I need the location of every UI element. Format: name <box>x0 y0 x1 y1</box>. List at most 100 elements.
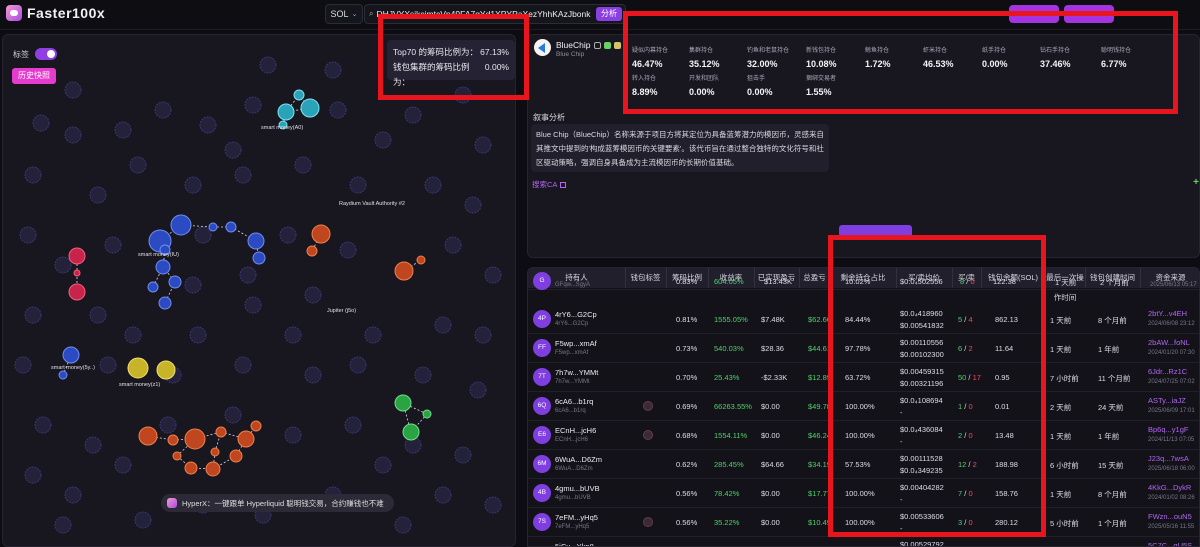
graph-node-unclustered[interactable] <box>194 226 212 244</box>
holder-address[interactable]: 5jCu...Ykn8 <box>555 542 594 547</box>
graph-node[interactable] <box>172 451 182 461</box>
graph-node-unclustered[interactable] <box>474 326 492 344</box>
graph-node-unclustered[interactable] <box>239 266 257 284</box>
graph-node-unclustered[interactable] <box>324 61 342 79</box>
graph-node-unclustered[interactable] <box>284 326 302 344</box>
graph-node-unclustered[interactable] <box>374 456 392 474</box>
table-row-partial[interactable]: 5jCu...Ykn8 $0.00529792 5C7C...qU5S <box>528 537 1199 547</box>
graph-node-unclustered[interactable] <box>284 426 302 444</box>
column-header[interactable]: 钱包余额(SOL) <box>987 273 1038 282</box>
graph-node-unclustered[interactable] <box>424 176 442 194</box>
column-header[interactable]: 钱包标签 <box>630 273 661 282</box>
graph-node-unclustered[interactable] <box>64 126 82 144</box>
holder-address[interactable]: 4rY6...G2Cp <box>555 310 597 319</box>
graph-node-unclustered[interactable] <box>394 516 412 534</box>
graph-node[interactable] <box>68 247 86 265</box>
graph-node[interactable] <box>422 409 432 419</box>
graph-node-unclustered[interactable] <box>199 116 217 134</box>
graph-node-unclustered[interactable] <box>444 236 462 254</box>
graph-node-unclustered[interactable] <box>304 366 322 384</box>
column-header[interactable]: 已实现盈亏 <box>757 273 796 282</box>
graph-node-unclustered[interactable] <box>114 121 132 139</box>
graph-node-unclustered[interactable] <box>224 406 242 424</box>
graph-node-unclustered[interactable] <box>134 511 152 529</box>
graph-node[interactable] <box>278 120 288 130</box>
wallet-tag-icon[interactable] <box>643 517 653 527</box>
graph-node-unclustered[interactable] <box>32 114 50 132</box>
graph-node[interactable] <box>68 283 86 301</box>
graph-node-unclustered[interactable] <box>349 176 367 194</box>
graph-node-unclustered[interactable] <box>454 446 472 464</box>
graph-node-unclustered[interactable] <box>124 326 142 344</box>
holder-address[interactable]: 6WuA...D6Zm <box>555 455 602 464</box>
table-row[interactable]: 7T 7h7w...YMMt 7h7w...YMMt 0.70% 25.43% -$2.3… <box>528 363 1199 392</box>
source-link[interactable]: 4KkG...DykR <box>1148 483 1192 492</box>
graph-node[interactable] <box>229 449 243 463</box>
holder-address[interactable]: F5wp...xmAf <box>555 339 597 348</box>
graph-node[interactable] <box>210 447 220 457</box>
graph-node-unclustered[interactable] <box>374 131 392 149</box>
column-header[interactable]: 筹码比例 <box>672 273 702 282</box>
graph-node[interactable] <box>225 221 237 233</box>
holder-address[interactable]: ECnH...jcH6 <box>555 426 597 435</box>
holder-address[interactable]: 4gmu...bUVB <box>555 484 600 493</box>
copy-icon[interactable] <box>613 41 621 49</box>
graph-node[interactable] <box>168 275 182 289</box>
column-header[interactable]: 买/卖 <box>957 273 976 282</box>
graph-node[interactable] <box>58 370 68 380</box>
toggle-switch[interactable] <box>35 48 57 60</box>
graph-node[interactable] <box>127 357 149 379</box>
graph-node[interactable] <box>167 434 179 446</box>
graph-node-unclustered[interactable] <box>304 286 322 304</box>
holder-address[interactable]: 6cA6...b1rq <box>555 397 594 406</box>
graph-node-unclustered[interactable] <box>339 241 357 259</box>
logo[interactable]: Faster100x <box>6 5 105 21</box>
graph-node-unclustered[interactable] <box>129 156 147 174</box>
narrative-action-button[interactable] <box>839 225 912 237</box>
graph-node-unclustered[interactable] <box>434 486 452 504</box>
graph-node[interactable] <box>170 214 192 236</box>
label-toggle[interactable]: 标签 <box>13 48 57 60</box>
table-row[interactable]: 4B 4gmu...bUVB 4gmu...bUVB 0.56% 78.42% $0.00… <box>528 479 1199 508</box>
graph-node-unclustered[interactable] <box>484 496 502 514</box>
history-snapshot-button[interactable]: 历史快照 <box>12 68 56 84</box>
graph-node-unclustered[interactable] <box>54 256 72 274</box>
source-link[interactable]: 5C7C...qU5S <box>1148 541 1193 547</box>
graph-node-unclustered[interactable] <box>224 141 242 159</box>
graph-node-unclustered[interactable] <box>89 186 107 204</box>
graph-node-unclustered[interactable] <box>404 106 422 124</box>
table-row[interactable]: 6M 6WuA...D6Zm 6WuA...D6Zm 0.62% 285.45% $64.… <box>528 450 1199 479</box>
graph-node-unclustered[interactable] <box>414 366 432 384</box>
graph-node-unclustered[interactable] <box>329 101 347 119</box>
graph-node[interactable] <box>159 244 171 256</box>
column-header[interactable]: 剩余持仓占比 <box>840 273 886 282</box>
table-row[interactable]: FF F5wp...xmAf F5wp...xmAf 0.73% 540.03% $28.… <box>528 334 1199 363</box>
column-header[interactable]: 收益率 <box>719 273 743 282</box>
graph-node[interactable] <box>184 461 198 475</box>
graph-node-unclustered[interactable] <box>64 81 82 99</box>
graph-node-unclustered[interactable] <box>469 381 487 399</box>
graph-node-unclustered[interactable] <box>434 316 452 334</box>
holder-bubble-graph[interactable]: smart money(A0) Raydium Vault Authority #… <box>3 35 516 547</box>
graph-node[interactable] <box>237 430 255 448</box>
graph-node[interactable] <box>311 224 331 244</box>
graph-node-unclustered[interactable] <box>474 136 492 154</box>
graph-node[interactable] <box>416 255 426 265</box>
graph-node[interactable] <box>184 428 206 450</box>
source-link[interactable]: FWzn...ouN5 <box>1148 512 1192 521</box>
column-header[interactable]: 资金来源 <box>1155 273 1186 282</box>
graph-node[interactable] <box>156 360 176 380</box>
graph-node[interactable] <box>300 98 320 118</box>
graph-node-unclustered[interactable] <box>259 56 277 74</box>
source-link[interactable]: Bp6q...y1gF <box>1148 425 1189 434</box>
graph-node-unclustered[interactable] <box>484 266 502 284</box>
search-input[interactable] <box>376 9 603 19</box>
graph-node[interactable] <box>138 426 158 446</box>
graph-node[interactable] <box>208 222 218 232</box>
holder-address[interactable]: 7h7w...YMMt <box>555 368 599 377</box>
plus-icon[interactable]: + <box>1193 177 1199 188</box>
graph-node-unclustered[interactable] <box>234 356 252 374</box>
source-link[interactable]: 6Jdr...Rz1C <box>1148 367 1188 376</box>
source-link[interactable]: 2bAW...foNL <box>1148 338 1190 347</box>
graph-node-unclustered[interactable] <box>99 356 117 374</box>
